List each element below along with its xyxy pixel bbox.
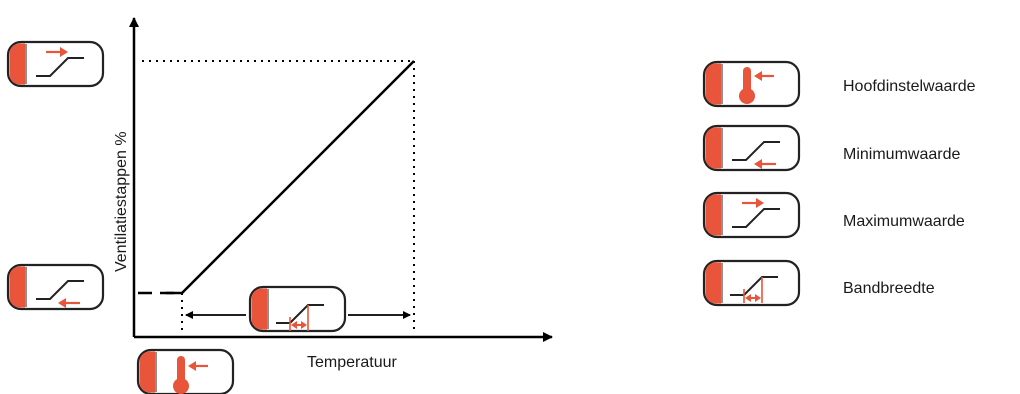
legend-label: Bandbreedte — [843, 280, 935, 297]
legend-item-minimumwaarde: Minimumwaarde — [702, 124, 960, 172]
legend: Hoofdinstelwaarde Minimumwaarde Maximumw… — [702, 60, 976, 307]
maximum-ramp-icon — [702, 191, 801, 239]
bandwidth-ramp-icon — [248, 285, 347, 333]
legend-label: Hoofdinstelwaarde — [843, 78, 976, 95]
axes — [129, 17, 553, 342]
thermometer-setpoint-icon — [136, 348, 235, 394]
legend-item-hoofdinstelwaarde: Hoofdinstelwaarde — [702, 60, 976, 108]
legend-label: Minimumwaarde — [843, 146, 960, 163]
minimum-ramp-icon — [702, 124, 801, 172]
legend-item-bandbreedte: Bandbreedte — [702, 259, 935, 307]
maximum-ramp-icon — [6, 40, 105, 88]
bandwidth-ramp-icon — [702, 259, 801, 307]
legend-label: Maximumwaarde — [843, 213, 965, 230]
legend-item-maximumwaarde: Maximumwaarde — [702, 191, 965, 239]
minimum-ramp-icon — [6, 263, 105, 311]
thermometer-setpoint-icon — [702, 60, 801, 108]
ramp-line — [138, 60, 415, 295]
x-axis-label: Temperatuur — [307, 354, 397, 371]
y-axis-label: Ventilatiestappen % — [113, 131, 130, 272]
